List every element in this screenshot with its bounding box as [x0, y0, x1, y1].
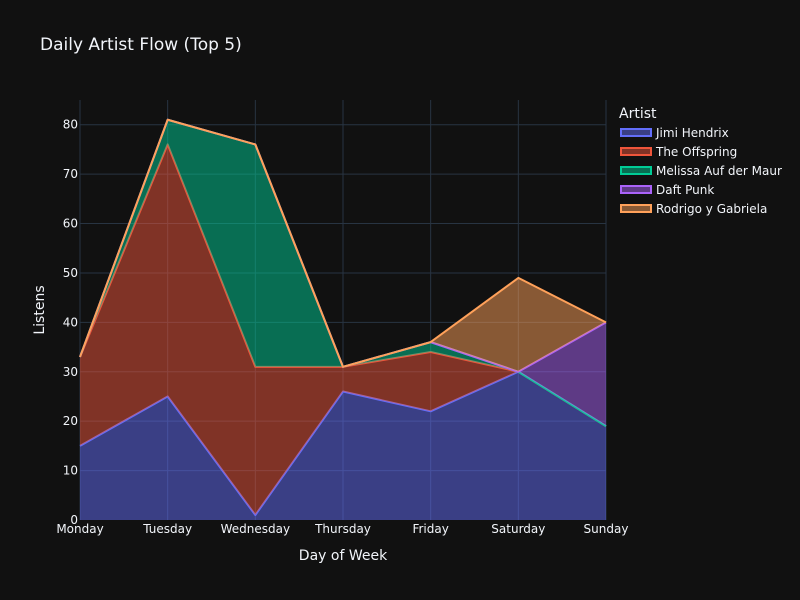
x-tick-label: Saturday [491, 522, 545, 536]
legend-label-the-offspring: The Offspring [655, 145, 737, 159]
area-melissa-auf-der-maur [80, 119, 606, 427]
y-tick-label: 50 [63, 266, 78, 280]
y-tick-label: 10 [63, 464, 78, 478]
legend-swatch-melissa-auf-der-maur [620, 166, 652, 175]
x-tick-label: Wednesday [221, 522, 290, 536]
legend-title: Artist [619, 106, 657, 122]
chart-title: Daily Artist Flow (Top 5) [40, 35, 242, 55]
x-axis-title: Day of Week [299, 548, 388, 564]
x-tick-label: Sunday [584, 522, 629, 536]
y-tick-label: 40 [63, 315, 78, 329]
plot-areas [79, 118, 607, 520]
legend-swatch-jimi-hendrix [620, 128, 652, 137]
y-axis-title: Listens [32, 285, 48, 334]
line-rodrigo-y-gabriela [79, 118, 607, 368]
legend-label-melissa-auf-der-maur: Melissa Auf der Maur [656, 164, 782, 178]
area-rodrigo-y-gabriela [80, 119, 606, 372]
x-tick-label: Friday [412, 522, 448, 536]
y-tick-label: 80 [63, 118, 78, 132]
legend: Artist Jimi Hendrix The Offspring Melissa … [619, 106, 782, 216]
x-tick-label: Tuesday [142, 522, 192, 536]
area-jimi-hendrix [80, 371, 606, 520]
x-tick-label: Thursday [314, 522, 371, 536]
y-tick-label: 70 [63, 167, 78, 181]
legend-swatch-the-offspring [620, 147, 652, 156]
y-tick-label: 0 [70, 513, 78, 527]
y-tick-label: 30 [63, 365, 78, 379]
legend-label-daft-punk: Daft Punk [656, 183, 714, 197]
legend-label-jimi-hendrix: Jimi Hendrix [655, 126, 729, 140]
x-tick-label: Monday [56, 522, 103, 536]
legend-swatch-daft-punk [620, 185, 652, 194]
y-axis-ticks: 0 10 20 30 40 50 60 70 80 [63, 118, 78, 527]
y-tick-label: 20 [63, 414, 78, 428]
legend-label-rodrigo-y-gabriela: Rodrigo y Gabriela [656, 202, 767, 216]
x-axis-ticks: Monday Tuesday Wednesday Thursday Friday Satu… [56, 522, 628, 536]
area-the-offspring [80, 144, 606, 516]
legend-swatch-rodrigo-y-gabriela [620, 204, 652, 213]
y-tick-label: 60 [63, 217, 78, 231]
